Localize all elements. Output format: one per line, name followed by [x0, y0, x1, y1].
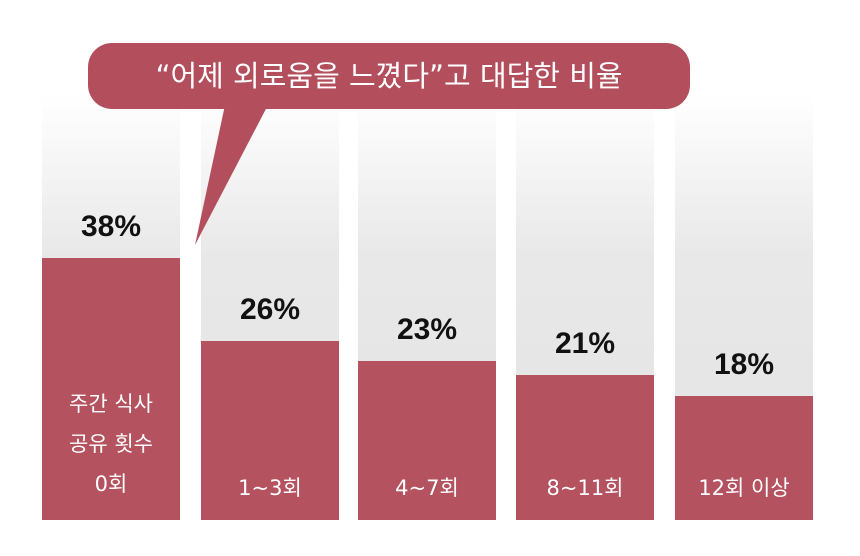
bar: [201, 340, 339, 520]
value-label: 18%: [713, 347, 775, 381]
bar: [516, 375, 654, 520]
bar: [42, 257, 180, 520]
value-label: 21%: [554, 327, 616, 361]
value-label: 26%: [239, 292, 301, 326]
value-label: 23%: [396, 313, 458, 347]
category-label: 8~11회: [546, 476, 624, 500]
category-label: 4~7회: [395, 476, 459, 500]
bar: [675, 395, 813, 520]
value-label: 38%: [80, 209, 142, 243]
category-label: 1~3회: [238, 476, 302, 500]
bubble-body: [88, 43, 690, 109]
category-label: 12회 이상: [698, 476, 790, 500]
bubble-tail: [195, 105, 268, 245]
bar: [358, 361, 496, 520]
chart-title: “어제 외로움을 느꼈다”고 대답한 비율: [155, 59, 623, 93]
category-label: 주간 식사 공유 횟수 0회: [69, 392, 153, 496]
